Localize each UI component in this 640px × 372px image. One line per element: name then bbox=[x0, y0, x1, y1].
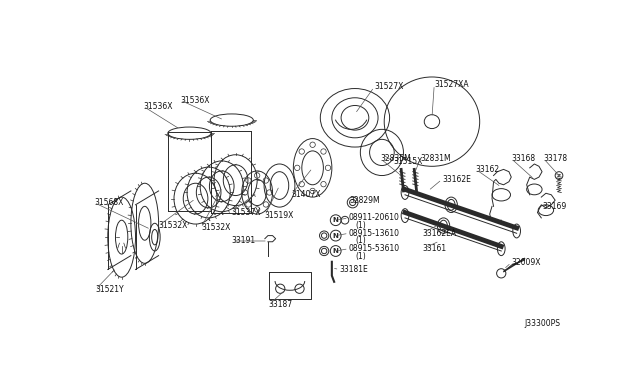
Text: 33162: 33162 bbox=[476, 165, 500, 174]
Text: 31407X: 31407X bbox=[291, 190, 321, 199]
Text: N: N bbox=[333, 248, 339, 254]
Text: 33168: 33168 bbox=[511, 154, 536, 163]
Text: N: N bbox=[333, 232, 339, 238]
Text: N: N bbox=[333, 217, 339, 223]
Text: 32009X: 32009X bbox=[511, 258, 541, 267]
Text: 32829M: 32829M bbox=[349, 196, 380, 205]
Text: 31536X: 31536X bbox=[180, 96, 210, 105]
Text: 33178: 33178 bbox=[543, 154, 568, 163]
Text: 08911-20610: 08911-20610 bbox=[349, 214, 399, 222]
Text: 31536X: 31536X bbox=[143, 102, 173, 111]
Text: 33191: 33191 bbox=[232, 237, 256, 246]
Text: 31527XA: 31527XA bbox=[435, 80, 469, 89]
Text: 33162E: 33162E bbox=[442, 175, 471, 184]
Text: (1): (1) bbox=[355, 221, 365, 230]
Text: J33300PS: J33300PS bbox=[524, 319, 561, 328]
Text: 33162EA: 33162EA bbox=[422, 229, 457, 238]
Text: 32831M: 32831M bbox=[420, 154, 451, 163]
Text: 33169: 33169 bbox=[542, 202, 566, 211]
Text: 31532X: 31532X bbox=[159, 221, 188, 230]
Text: 08915-13610: 08915-13610 bbox=[349, 229, 400, 238]
Text: 31532X: 31532X bbox=[201, 224, 230, 232]
Text: 31568X: 31568X bbox=[94, 198, 124, 207]
Text: (1): (1) bbox=[355, 252, 365, 261]
Text: 33161: 33161 bbox=[422, 244, 447, 253]
Text: 31527X: 31527X bbox=[374, 83, 404, 92]
Text: 32835M: 32835M bbox=[380, 154, 411, 163]
Text: 33187: 33187 bbox=[269, 301, 293, 310]
Text: 31537X: 31537X bbox=[231, 208, 260, 217]
Text: 31515X: 31515X bbox=[394, 157, 423, 166]
Text: 08915-53610: 08915-53610 bbox=[349, 244, 400, 253]
Text: 33181E: 33181E bbox=[340, 265, 368, 274]
Text: (1): (1) bbox=[355, 237, 365, 246]
Text: 31521Y: 31521Y bbox=[95, 285, 124, 294]
Text: 31519X: 31519X bbox=[265, 211, 294, 220]
